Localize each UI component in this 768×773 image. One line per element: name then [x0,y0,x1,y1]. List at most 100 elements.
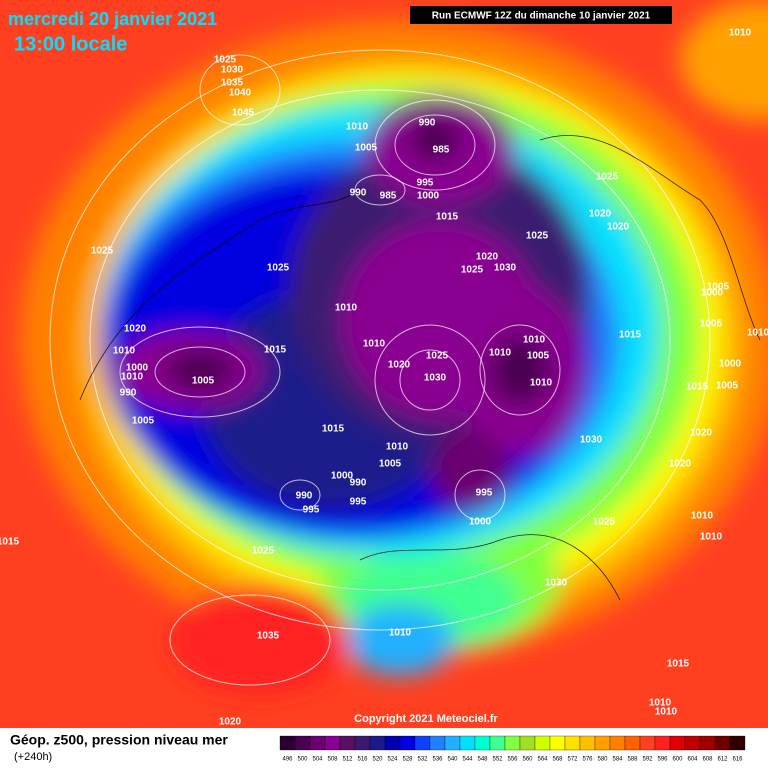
isobar-label: 1010 [530,378,553,389]
scale-label: 616 [732,757,743,763]
scale-label: 584 [612,757,623,763]
isobar-label: 1030 [424,373,447,384]
footer-title: Géop. z500, pression niveau mer [10,732,228,748]
scale-label: 532 [417,757,428,763]
isobar-label: 1020 [669,459,692,470]
scale-label: 556 [507,757,518,763]
isobar-label: 1010 [523,335,546,346]
isobar-label: 990 [120,388,137,399]
scale-label: 536 [432,757,443,763]
isobar-label: 1025 [526,231,549,242]
isobar-label: 1005 [716,381,739,392]
isobar-label: 990 [350,188,367,199]
scale-cell [534,735,551,751]
isobar-label: 995 [350,497,367,508]
scale-cell [549,735,566,751]
scale-label: 608 [702,757,713,763]
scale-label: 612 [717,757,728,763]
scale-label: 588 [627,757,638,763]
isobar-label: 1000 [331,471,354,482]
isobar-label: 1045 [232,108,255,119]
isobar-label: 990 [350,478,367,489]
scale-label: 504 [312,757,323,763]
isobar-label: 1005 [379,459,402,470]
scale-label: 576 [582,757,593,763]
scale-label: 544 [462,757,473,763]
map-field [0,0,768,728]
isobar-label: 1030 [221,65,244,76]
isobar-label: 1000 [469,517,492,528]
isobar-label: 1025 [267,263,290,274]
scale-cell [294,735,311,751]
isobar-label: 1020 [388,360,411,371]
isobar-label: 1000 [719,359,742,370]
scale-cell [579,735,596,751]
color-scale: 496 500 504 508 512 516 520 524 528 532 536 540 544 5… [279,735,746,763]
scale-label: 560 [522,757,533,763]
isobar-label: 1005 [527,351,550,362]
isobar-label: 1015 [619,330,642,341]
isobar-label: 1020 [219,717,242,728]
scale-label: 500 [297,757,308,763]
isobar-label: 985 [380,191,397,202]
scale-cell [594,735,611,751]
scale-label: 600 [672,757,683,763]
scale-label: 548 [477,757,488,763]
isobar-label: 1010 [700,532,723,543]
isobar-label: 985 [433,145,450,156]
scale-cell [489,735,506,751]
isobar-label: 1015 [667,659,690,670]
isobar-label: 1015 [322,424,345,435]
scale-cell [564,735,581,751]
isobar-label: 1025 [252,546,275,557]
scale-cell [324,735,341,751]
scale-label: 572 [567,757,578,763]
scale-cell [669,735,686,751]
scale-cell [474,735,491,751]
scale-cell [624,735,641,751]
scale-label: 596 [657,757,668,763]
isobar-label: 990 [296,491,313,502]
isobar-label: 1005 [700,319,723,330]
isobar-label: 1010 [747,328,768,339]
isobar-label: 1010 [363,339,386,350]
isobar-label: 1015 [436,212,459,223]
isobar-label: 990 [419,118,436,129]
scale-cell [699,735,716,751]
isobar-label: 1005 [192,376,215,387]
isobar-label: 1020 [476,252,499,263]
isobar-label: 1025 [596,172,619,183]
isobar-label: 995 [417,178,434,189]
isobar-label: 1020 [589,209,612,220]
scale-cell [384,735,401,751]
scale-label: 512 [342,757,353,763]
scale-label: 496 [282,757,293,763]
scale-label: 552 [492,757,503,763]
isobar-label: 1030 [545,578,568,589]
scale-cell [714,735,731,751]
scale-label: 604 [687,757,698,763]
scale-cell [309,735,326,751]
isobar-label: 1025 [426,351,449,362]
scale-label: 520 [372,757,383,763]
scale-cell [504,735,521,751]
scale-cell [684,735,701,751]
isobar-label: 1010 [386,442,409,453]
isobar-label: 1010 [346,122,369,133]
run-info: Run ECMWF 12Z du dimanche 10 janvier 202… [432,11,651,22]
isobar-label: 995 [303,505,320,516]
scale-cell [339,735,356,751]
scale-label: 592 [642,757,653,763]
isobar-label: 1005 [707,282,730,293]
isobar-label: 1025 [91,246,114,257]
isobar-label: 1005 [355,143,378,154]
isobar-label: 1035 [257,631,280,642]
isobar-label: 1000 [126,363,149,374]
scale-cell [279,735,296,751]
isobar-label: 1000 [701,288,724,299]
isobar-label: 1010 [691,511,714,522]
isobar-label: 1010 [121,372,144,383]
isobar-label: 1030 [494,263,517,274]
